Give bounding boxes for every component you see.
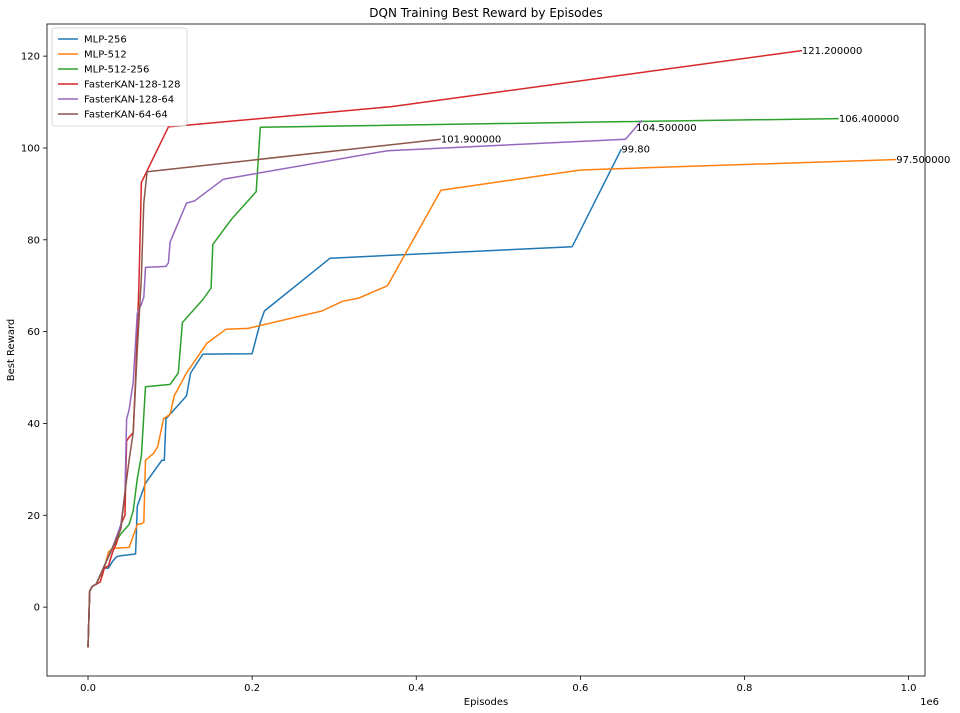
x-tick-label: 0.0 — [80, 683, 96, 694]
annotation-label: 121.200000 — [802, 46, 862, 57]
x-tick-label: 0.6 — [572, 683, 588, 694]
series-line-mlp-512 — [87, 158, 897, 648]
y-tick-label: 20 — [27, 511, 40, 522]
x-tick-label: 0.2 — [244, 683, 260, 694]
annotation-label: 99.80 — [621, 144, 650, 155]
annotation-label: 104.500000 — [636, 123, 696, 134]
y-tick-label: 40 — [27, 419, 40, 430]
annotation-label: 106.400000 — [839, 114, 899, 125]
legend-box — [51, 27, 188, 127]
chart-title: DQN Training Best Reward by Episodes — [369, 6, 602, 20]
annotation-label: 101.900000 — [441, 135, 501, 146]
y-tick-label: 0 — [34, 603, 40, 614]
series-line-fasterkan-64-64 — [87, 138, 441, 648]
series-line-mlp-256 — [87, 148, 623, 648]
legend-entry: MLP-512 — [84, 50, 127, 61]
legend-entry: FasterKAN-128-64 — [84, 95, 174, 106]
plot-frame — [46, 23, 926, 677]
x-tick-label: 0.4 — [408, 683, 424, 694]
legend: MLP-256 MLP-512 MLP-512-256 FasterKAN-128-1… — [51, 27, 188, 127]
y-tick-label: 60 — [27, 327, 40, 338]
y-tick-label: 80 — [27, 235, 40, 246]
legend-entry: FasterKAN-128-128 — [84, 80, 180, 91]
series-group — [87, 49, 897, 648]
x-tick-label: 1.0 — [901, 683, 917, 694]
x-axis-ticks: 0.0 0.2 0.4 0.6 0.8 1.0 — [80, 676, 917, 694]
annotation-group: 121.200000 106.400000 104.500000 101.900000… — [441, 46, 950, 166]
y-axis-label: Best Reward — [6, 319, 17, 382]
x-axis-label: Episodes — [464, 697, 508, 708]
x-tick-label: 0.8 — [737, 683, 753, 694]
legend-entry: MLP-256 — [84, 35, 127, 46]
series-line-mlp-512-256 — [87, 117, 839, 648]
legend-entry: FasterKAN-64-64 — [84, 110, 168, 121]
y-tick-label: 120 — [21, 52, 40, 63]
y-axis-ticks: 0 20 40 60 80 100 120 — [21, 52, 47, 614]
x-axis-scale-label: 1e6 — [920, 697, 939, 708]
y-tick-label: 100 — [21, 143, 40, 154]
legend-entry: MLP-512-256 — [84, 65, 149, 76]
annotation-label: 97.500000 — [896, 155, 950, 166]
